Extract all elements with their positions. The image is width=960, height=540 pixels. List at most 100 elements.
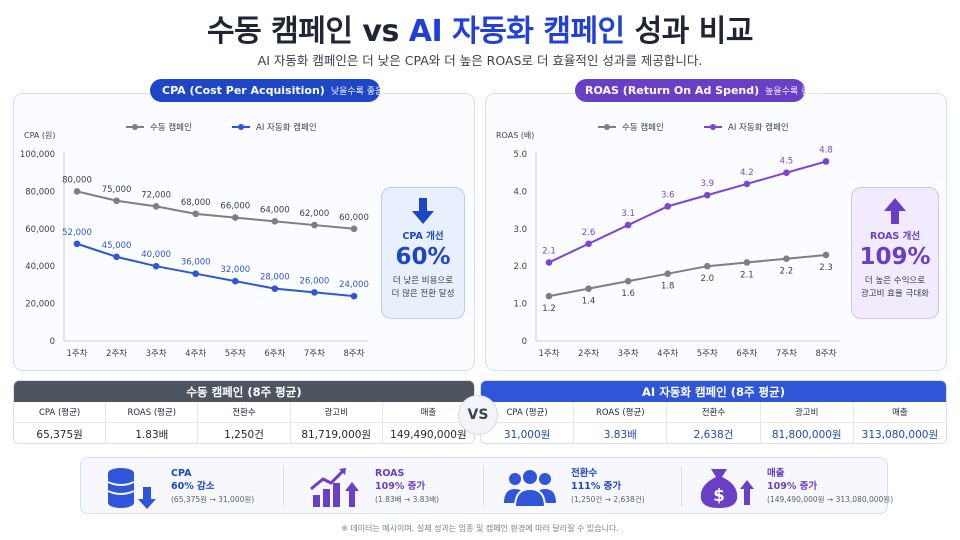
cpa-y-tick-label: 100,000 [20, 150, 55, 160]
cpa-data-label: 40,000 [141, 250, 171, 260]
roas-data-label: 1.4 [582, 297, 596, 307]
cpa-x-tick-label: 3주차 [146, 349, 167, 359]
roas-data-point [703, 191, 711, 199]
cpa-pill-title: CPA (Cost Per Acquisition) [162, 84, 325, 97]
roas-data-point [743, 180, 751, 188]
table-header-cell: CPA (평균) [481, 402, 575, 422]
roas-improvement-callout: ROAS 개선 109% 더 높은 수익으로 광고비 효율 극대화 [851, 187, 939, 319]
summary-detail: (1,250건 → 2,638건) [571, 495, 645, 504]
users-icon [504, 467, 556, 508]
summary-text-cpa: CPA 60% 감소 (65,375원 → 31,000원) [171, 467, 254, 506]
roas-y-axis-label: ROAS (배) [496, 131, 534, 140]
roas-legend-swatch-marker [710, 124, 716, 130]
cpa-chart-pill: CPA (Cost Per Acquisition) 낮을수록 좋음 [150, 79, 383, 102]
table-cell: 149,490,000원 [390, 428, 467, 441]
roas-legend-label: AI 자동화 캠페인 [728, 122, 789, 133]
svg-text:$: $ [713, 486, 725, 506]
roas-callout-value: 109% [859, 244, 931, 270]
cpa-data-point [271, 285, 279, 292]
manual-table-header-row: CPA (평균) ROAS (평균) 전환수 광고비 매출 [14, 402, 474, 423]
summary-item-cpa: CPA 60% 감소 (65,375원 → 31,000원) [99, 458, 254, 515]
cpa-data-label: 28,000 [260, 273, 290, 283]
footnote: ※ 데이터는 예시이며, 실제 성과는 업종 및 캠페인 환경에 따라 달라질 … [341, 524, 619, 533]
title-part-ai: AI 자동화 캠페인 [408, 14, 625, 49]
coins-down-icon [107, 467, 156, 509]
roas-y-tick-label: 1.0 [513, 300, 527, 310]
roas-series-line-manual [548, 253, 827, 298]
page-subtitle: AI 자동화 캠페인은 더 낮은 CPA와 더 높은 ROAS로 더 효율적인 … [257, 53, 703, 68]
cpa-data-point [231, 277, 239, 285]
roas-chart: ROAS (배) 0 1.0 2.0 3.0 4.0 5.0 1주차 2주차 3주차 4주차 5주차 6… [496, 122, 840, 359]
roas-data-point [624, 277, 632, 285]
summary-title: ROAS [375, 468, 405, 479]
summary-detail: (149,490,000원 → 313,080,000원) [767, 495, 894, 504]
manual-average-table: 수동 캠페인 (8주 평균) CPA (평균) ROAS (평균) 전환수 광고… [13, 380, 475, 444]
roas-data-label: 3.1 [621, 209, 635, 219]
cpa-data-point [192, 270, 200, 277]
summary-main: 60% 감소 [171, 481, 215, 492]
summary-item-roas: ROAS 109% 증가 (1.83배 → 3.83배) [303, 458, 439, 515]
roas-data-point [585, 240, 592, 248]
summary-divider [681, 466, 682, 506]
cpa-x-tick-label: 6주차 [264, 349, 285, 359]
cpa-data-point [113, 253, 120, 261]
cpa-legend-label: AI 자동화 캠페인 [256, 122, 317, 133]
roas-x-tick-label: 8주차 [815, 349, 836, 359]
cpa-data-point [350, 225, 358, 233]
roas-callout-desc: 더 높은 수익으로 광고비 효율 극대화 [852, 275, 938, 301]
money-bag-icon: $ [700, 468, 754, 508]
ai-table-value-row: 31,000원 3.83배 2,638건 81,800,000원 313,080… [481, 423, 946, 443]
cpa-x-tick-label: 4주차 [185, 349, 206, 359]
roas-data-point [664, 203, 672, 210]
summary-main: 111% 증가 [571, 481, 622, 492]
cpa-x-tick-label: 1주차 [66, 349, 87, 359]
roas-data-point [822, 158, 830, 165]
roas-data-label: 2.1 [542, 246, 556, 256]
cpa-chart: CPA (원) 0 20,000 40,000 60,000 80,000 100,000 1… [20, 122, 369, 359]
cpa-x-tick-label: 5주차 [225, 349, 246, 359]
roas-callout-label: ROAS 개선 [869, 231, 921, 242]
cpa-series-line-manual [76, 190, 355, 230]
roas-data-label: 2.3 [819, 263, 833, 273]
roas-data-point [703, 262, 711, 270]
cpa-data-label: 24,000 [339, 280, 369, 290]
roas-data-point [545, 259, 553, 266]
summary-divider [483, 466, 484, 506]
roas-data-label: 2.0 [701, 274, 715, 284]
cpa-callout-desc-line2: 더 많은 전환 달성 [391, 289, 455, 299]
summary-detail: (65,375원 → 31,000원) [171, 495, 255, 504]
table-cell: 1,250건 [198, 423, 291, 443]
title-part-manual: 수동 캠페인 vs [207, 14, 409, 49]
table-cell: 313,080,000원 [861, 428, 939, 441]
roas-x-tick-label: 5주차 [697, 349, 718, 359]
cpa-x-tick-label: 8주차 [343, 349, 364, 359]
summary-title: 매출 [767, 468, 785, 479]
summary-text-roas: ROAS 109% 증가 (1.83배 → 3.83배) [375, 467, 439, 506]
roas-data-point [783, 255, 790, 263]
table-header-cell: 매출 [420, 408, 437, 418]
summary-title: 전환수 [571, 468, 598, 479]
manual-table-value-row: 65,375원 1.83배 1,250건 81,719,000원 149,490… [14, 423, 474, 443]
roas-data-label: 2.2 [780, 267, 794, 277]
table-header-cell: CPA (평균) [14, 402, 107, 422]
roas-callout-desc-line2: 광고비 효율 극대화 [861, 289, 929, 299]
roas-data-label: 3.6 [661, 190, 675, 200]
summary-item-revenue: $ 매출 109% 증가 (149,490,000원 → 313,080,000… [695, 458, 893, 515]
table-header-cell: 광고비 [761, 402, 854, 422]
table-header-cell: 전환수 [667, 402, 761, 422]
table-cell: 65,375원 [14, 423, 107, 443]
cpa-data-point [350, 292, 358, 300]
cpa-legend-label: 수동 캠페인 [150, 122, 192, 133]
roas-data-point [822, 251, 830, 259]
roas-data-label: 3.9 [701, 179, 715, 189]
table-cell: 3.83배 [574, 423, 668, 443]
cpa-y-tick-label: 20,000 [25, 300, 55, 310]
cpa-data-point [73, 240, 81, 248]
summary-text-conversions: 전환수 111% 증가 (1,250건 → 2,638건) [571, 467, 645, 506]
cpa-data-label: 64,000 [260, 205, 290, 215]
roas-series-line-ai [548, 160, 827, 264]
cpa-improvement-callout: CPA 개선 60% 더 낮은 비용으로 더 많은 전환 달성 [381, 187, 465, 319]
cpa-x-tick-label: 7주차 [304, 349, 325, 359]
cpa-callout-label: CPA 개선 [402, 231, 444, 242]
cpa-x-tick-label: 2주차 [106, 349, 127, 359]
